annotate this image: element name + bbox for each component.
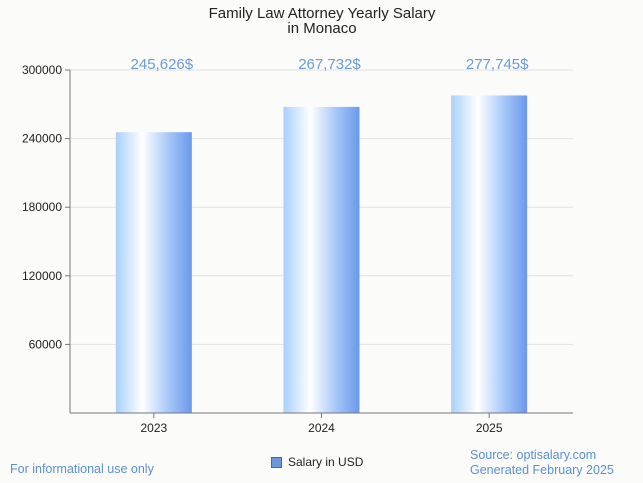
bar-2024: [283, 106, 360, 414]
legend-label: Salary in USD: [288, 455, 364, 469]
bars: 245,626$ 267,732$ 277,745$: [115, 56, 529, 414]
bar-2025: [451, 95, 528, 413]
source-text: Source: optisalary.com: [470, 448, 597, 462]
x-axis-ticks: 2023 2024 2025: [140, 413, 503, 435]
chart-title: Family Law Attorney Yearly Salary: [209, 5, 436, 22]
source-info: Source: optisalary.com Generated Februar…: [470, 448, 614, 478]
x-tick-label: 2024: [308, 421, 335, 435]
chart-subtitle: in Monaco: [287, 20, 356, 37]
y-tick-label: 240000: [22, 132, 62, 146]
bar-value-label: 245,626$: [131, 56, 194, 73]
bar-value-label: 267,732$: [298, 56, 361, 73]
generated-text: Generated February 2025: [470, 463, 614, 477]
legend-swatch: [271, 456, 282, 468]
x-tick-label: 2025: [476, 421, 503, 435]
y-tick-label: 180000: [22, 200, 62, 214]
bar-2023: [115, 132, 192, 413]
y-tick-label: 120000: [22, 269, 62, 283]
x-tick-label: 2023: [140, 421, 167, 435]
legend: Salary in USD: [271, 455, 363, 469]
disclaimer-text: For informational use only: [10, 462, 154, 476]
y-axis-ticks: 60000 120000 180000 240000 300000: [22, 63, 70, 351]
bar-value-label: 277,745$: [466, 56, 529, 73]
y-tick-label: 60000: [29, 337, 63, 351]
y-tick-label: 300000: [22, 63, 62, 77]
